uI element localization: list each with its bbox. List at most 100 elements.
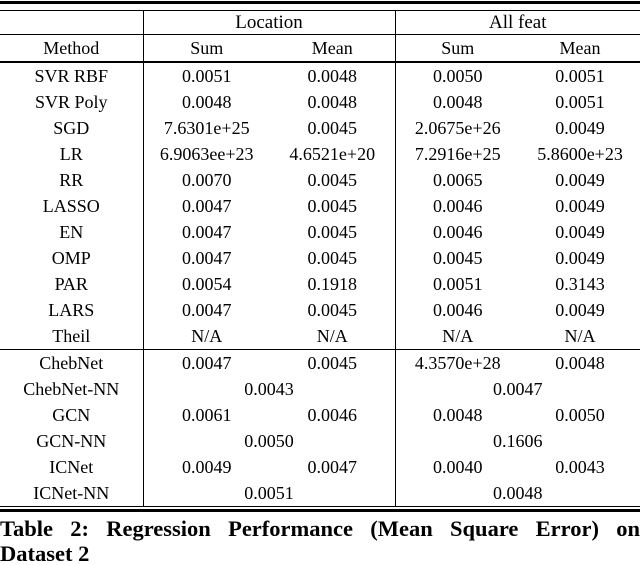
table-row: LARS 0.0047 0.0045 0.0046 0.0049 [0,297,640,323]
value-cell: 0.0051 [142,62,270,89]
value-cell: 7.6301e+25 [142,115,270,141]
value-cell: N/A [394,323,520,350]
method-cell: SVR RBF [34,65,109,86]
table-row: LASSO 0.0047 0.0045 0.0046 0.0049 [0,193,640,219]
table-body: SVR RBF 0.0051 0.0048 0.0050 0.0051 SVR Poly 0… [0,62,640,507]
table-top-rule-inner [0,9,640,11]
value-cell: 0.0049 [142,454,270,480]
value-cell: 0.0049 [555,221,605,242]
table-row: OMP 0.0047 0.0045 0.0045 0.0049 [0,245,640,271]
table-row: ChebNet-NN 0.0043 0.0047 [0,376,640,402]
table-row: RR 0.0070 0.0045 0.0065 0.0049 [0,167,640,193]
value-cell: N/A [142,323,270,350]
value-cell-span: 0.0050 [142,428,395,454]
value-cell: 0.1918 [307,273,358,294]
column-header-allfeat-sum: Sum [394,34,520,63]
method-cell: ICNet [49,456,94,477]
table-caption: Table 2: Regression Performance (Mean Sq… [0,516,640,565]
value-cell: 0.0048 [394,402,520,428]
value-cell: 5.8600e+23 [537,143,623,164]
value-cell: 0.0047 [142,193,270,219]
table-row: ICNet-NN 0.0051 0.0048 [0,480,640,507]
value-cell: 0.0046 [394,219,520,245]
table-bottom-rule [0,509,640,512]
value-cell-span: 0.0051 [142,480,395,507]
value-cell: 0.0049 [555,299,605,320]
value-cell: 6.9063ee+23 [142,141,270,167]
table-top-rule-outer [0,1,640,4]
table-row: SGD 7.6301e+25 0.0045 2.0675e+26 0.0049 [0,115,640,141]
method-cell: PAR [54,273,88,294]
value-cell: N/A [520,323,640,350]
method-cell: ChebNet-NN [23,378,120,399]
value-cell: 0.0061 [142,402,270,428]
group-header-all-feat: All feat [394,11,640,35]
method-cell: ChebNet [39,352,104,373]
method-cell: LARS [48,299,95,320]
column-header-location-sum: Sum [142,34,270,63]
value-cell-span: 0.0048 [394,480,640,507]
value-cell: 0.0045 [307,247,358,268]
value-cell: 0.0047 [307,456,358,477]
value-cell: 0.0047 [142,219,270,245]
column-header-method: Method [0,34,143,63]
value-cell: 7.2916e+25 [394,141,520,167]
value-cell: 0.0045 [307,352,358,373]
method-cell: EN [59,221,84,242]
value-cell: 0.0049 [555,247,605,268]
method-cell: Theil [0,323,143,350]
value-cell: 0.0070 [142,167,270,193]
value-cell: 0.0046 [394,297,520,323]
value-cell: 0.0047 [142,245,270,271]
table-row: LR 6.9063ee+23 4.6521e+20 7.2916e+25 5.8600e… [0,141,640,167]
column-header-allfeat-mean: Mean [520,34,640,63]
method-cell: SGD [53,117,90,138]
value-cell: 0.0054 [142,271,270,297]
value-cell: 0.0050 [394,62,520,89]
value-cell: 0.0046 [394,193,520,219]
value-cell: 0.0045 [307,299,358,320]
value-cell: 0.0048 [307,65,358,86]
value-cell-span: 0.0043 [142,376,395,402]
value-cell: 0.0051 [555,65,605,86]
table-header: Location All feat Method Sum Mean Sum Me… [0,11,640,63]
value-cell: 0.0049 [555,169,605,190]
table-row: ChebNet 0.0047 0.0045 4.3570e+28 0.0048 [0,349,640,376]
table-row: GCN-NN 0.0050 0.1606 [0,428,640,454]
table-row: EN 0.0047 0.0045 0.0046 0.0049 [0,219,640,245]
caption-line-2: Dataset 2 [0,540,90,565]
group-header-row: Location All feat [0,11,640,35]
table-row: Theil N/A N/A N/A N/A [0,323,640,350]
value-cell: 0.0049 [555,117,605,138]
value-cell-span: 0.1606 [394,428,640,454]
value-cell: 0.0045 [307,117,358,138]
value-cell: 0.0048 [394,89,520,115]
value-cell: N/A [270,323,395,350]
value-cell: 0.0045 [307,221,358,242]
method-cell: ICNet-NN [0,480,143,507]
caption-line-1: Table 2: Regression Performance (Mean Sq… [0,515,640,541]
table-row: SVR RBF 0.0051 0.0048 0.0050 0.0051 [0,62,640,89]
column-header-row: Method Sum Mean Sum Mean [0,34,640,63]
value-cell: 0.0047 [142,349,270,376]
group-header-location: Location [142,11,395,35]
value-cell: 0.0045 [307,169,358,190]
value-cell: 0.0047 [142,297,270,323]
table-bottom-rule-gap [0,507,640,509]
corner-cell [0,11,143,35]
method-cell: RR [59,169,84,190]
table-row: GCN 0.0061 0.0046 0.0048 0.0050 [0,402,640,428]
method-cell: LR [59,143,83,164]
column-header-location-mean: Mean [270,34,395,63]
value-cell: 0.0050 [555,404,605,425]
value-cell: 0.0040 [394,454,520,480]
method-cell: OMP [51,247,91,268]
value-cell: 0.0048 [142,89,270,115]
table-top-rule-gap [0,3,640,10]
value-cell: 0.0049 [555,195,605,216]
table-row: PAR 0.0054 0.1918 0.0051 0.3143 [0,271,640,297]
value-cell: 4.6521e+20 [289,143,376,164]
value-cell: 0.0045 [307,195,358,216]
method-cell: SVR Poly [34,91,108,112]
